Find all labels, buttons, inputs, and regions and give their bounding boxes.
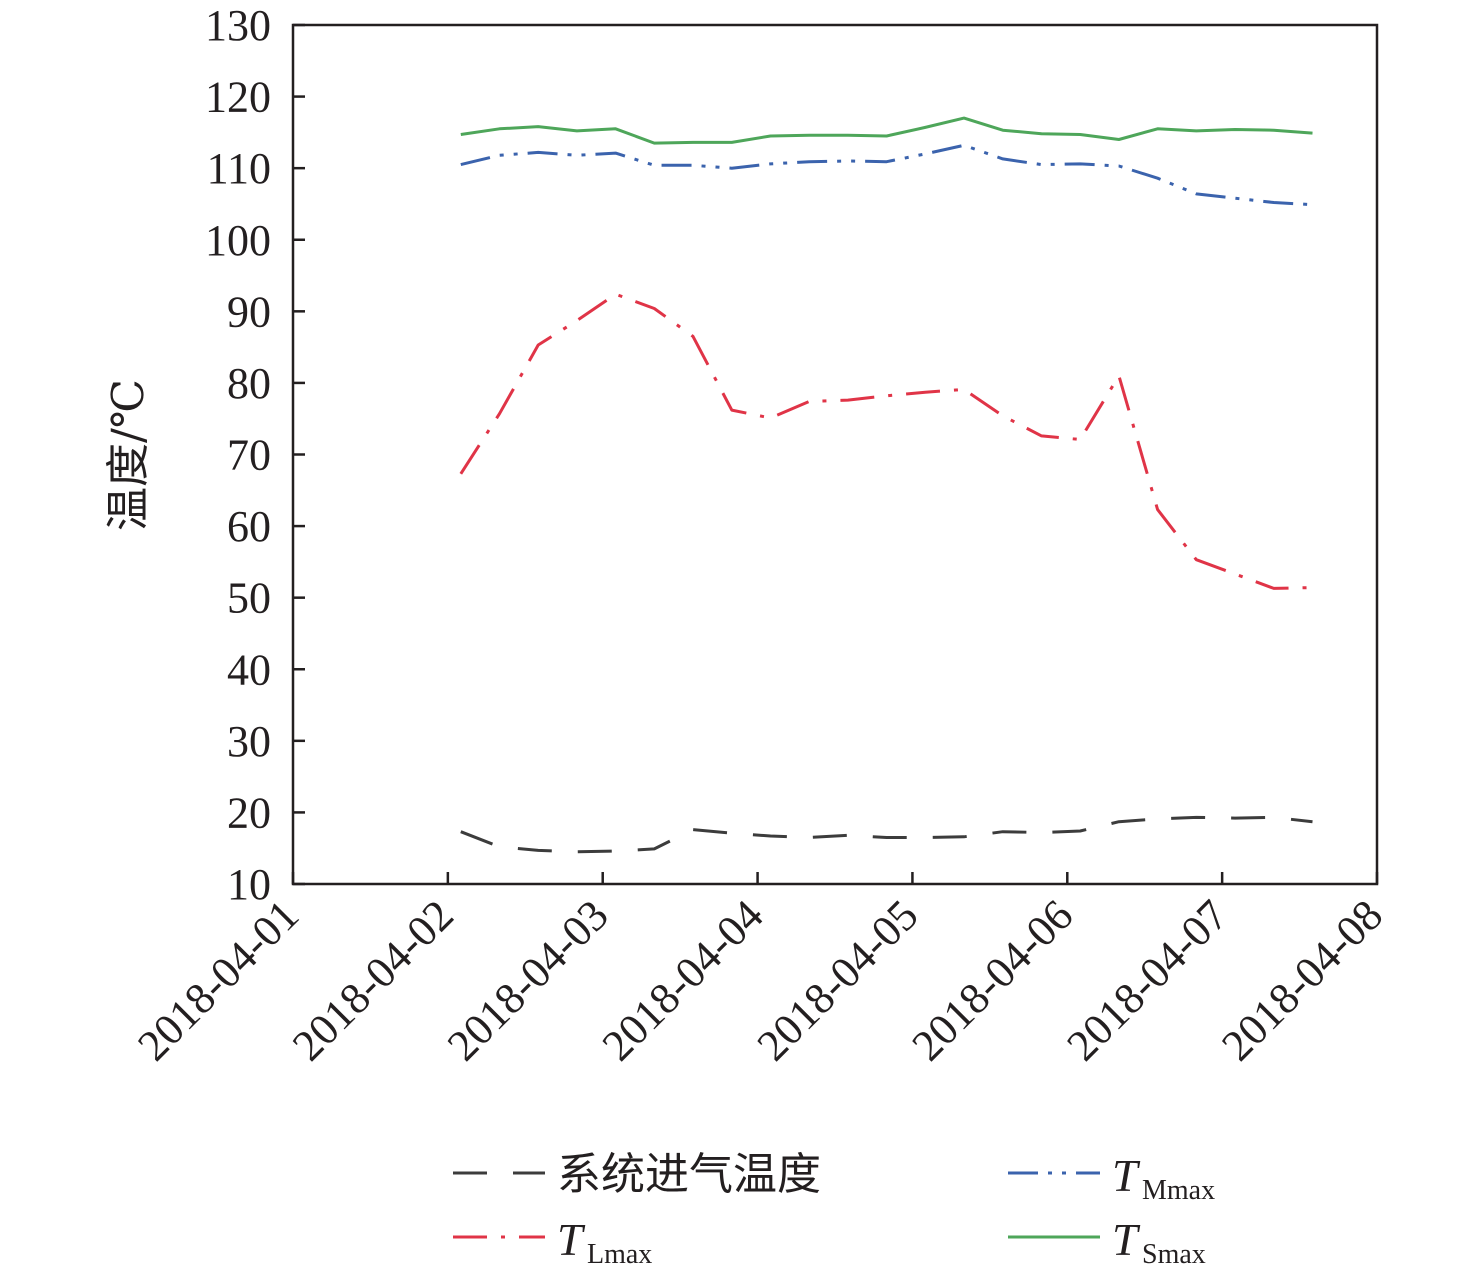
series-line-3	[460, 116, 1313, 145]
legend-label: T	[1112, 1214, 1141, 1265]
y-tick-label: 70	[227, 431, 271, 480]
legend-label: 系统进气温度	[557, 1149, 821, 1200]
legend-item-3: T Smax	[1008, 1214, 1206, 1270]
series-line-2	[459, 292, 1313, 590]
y-tick-label: 130	[205, 1, 271, 50]
x-tick-label: 2018-04-02	[283, 890, 463, 1070]
x-tick-label: 2018-04-03	[438, 890, 618, 1070]
legend-item-1: T Mmax	[1008, 1150, 1215, 1206]
x-tick-label: 2018-04-06	[903, 890, 1083, 1070]
y-tick-label: 110	[207, 144, 271, 193]
x-tick-label: 2018-04-05	[748, 890, 928, 1070]
legend-item-2: T Lmax	[453, 1214, 652, 1270]
y-tick-label: 120	[205, 73, 271, 122]
x-axis-ticks: 2018-04-012018-04-022018-04-032018-04-04…	[128, 872, 1392, 1070]
x-tick-label: 2018-04-08	[1212, 890, 1392, 1070]
y-tick-label: 80	[227, 359, 271, 408]
legend-label-subscript: Lmax	[587, 1239, 652, 1270]
y-tick-label: 90	[227, 287, 271, 336]
y-tick-label: 20	[227, 788, 271, 837]
y-tick-label: 50	[227, 574, 271, 623]
plot-area-frame	[291, 23, 1379, 886]
y-tick-label: 30	[227, 717, 271, 766]
y-tick-label: 40	[227, 645, 271, 694]
series-line-0	[460, 815, 1313, 854]
y-axis-ticks: 10 20 30 40 50 60 70 80 90 100 110 120 130	[205, 1, 305, 909]
y-tick-label: 10	[227, 860, 271, 909]
x-tick-label: 2018-04-01	[128, 890, 308, 1070]
series-lines	[459, 116, 1313, 854]
legend-label: T	[1112, 1150, 1141, 1201]
y-tick-label: 60	[227, 502, 271, 551]
legend-label-subscript: Mmax	[1142, 1175, 1215, 1206]
x-tick-label: 2018-04-07	[1057, 890, 1237, 1070]
series-line-1	[460, 143, 1313, 207]
legend-label-subscript: Smax	[1142, 1239, 1206, 1270]
legend-item-0: 系统进气温度	[453, 1149, 821, 1200]
x-tick-label: 2018-04-04	[593, 890, 773, 1070]
y-axis-label: 温度/℃	[103, 379, 154, 531]
y-tick-label: 100	[205, 216, 271, 265]
legend-label: T	[557, 1214, 586, 1265]
